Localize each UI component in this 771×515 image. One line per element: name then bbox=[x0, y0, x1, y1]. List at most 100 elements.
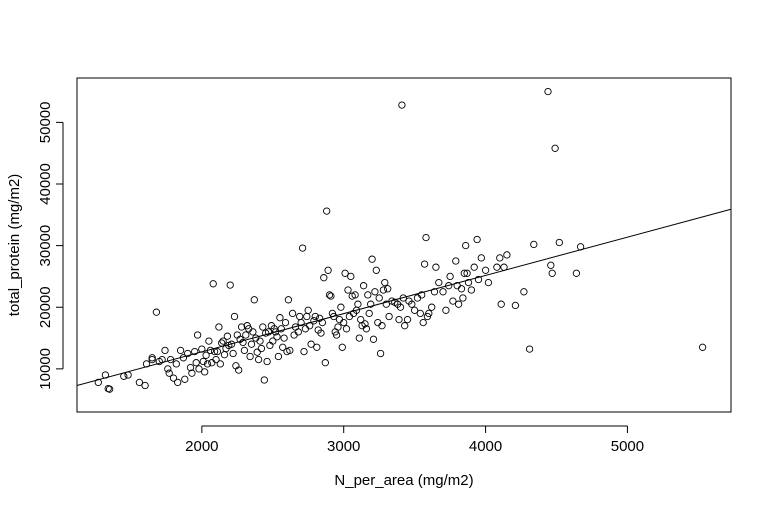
data-point bbox=[317, 329, 325, 337]
data-point bbox=[481, 266, 490, 274]
data-point bbox=[256, 337, 264, 345]
data-point bbox=[382, 300, 390, 308]
data-point bbox=[418, 291, 426, 299]
data-point bbox=[457, 285, 466, 293]
data-point bbox=[301, 325, 310, 333]
data-point bbox=[432, 263, 440, 271]
data-point bbox=[303, 312, 311, 321]
data-point bbox=[369, 335, 378, 343]
plot-frame bbox=[76, 77, 732, 413]
data-point bbox=[235, 366, 243, 374]
data-point bbox=[216, 360, 224, 368]
data-point bbox=[325, 291, 334, 299]
data-point bbox=[174, 378, 182, 387]
data-point bbox=[280, 334, 288, 342]
data-point bbox=[300, 347, 308, 356]
data-point bbox=[551, 144, 559, 152]
data-point bbox=[338, 343, 346, 351]
data-point bbox=[420, 260, 429, 268]
data-point bbox=[202, 351, 210, 359]
data-point bbox=[164, 365, 172, 373]
data-point bbox=[260, 376, 268, 384]
data-point bbox=[212, 355, 220, 364]
data-point bbox=[449, 297, 457, 305]
data-point bbox=[403, 315, 412, 324]
data-point bbox=[230, 312, 239, 321]
data-point bbox=[148, 354, 156, 362]
data-point bbox=[288, 309, 297, 318]
data-point bbox=[209, 280, 217, 288]
y-tick-label: 20000 bbox=[37, 286, 54, 328]
regression-line bbox=[76, 208, 732, 386]
data-point bbox=[271, 328, 280, 336]
data-point bbox=[378, 322, 386, 330]
data-point bbox=[281, 318, 290, 327]
data-point bbox=[290, 331, 298, 339]
data-point bbox=[229, 349, 237, 358]
data-point bbox=[269, 337, 277, 345]
data-point bbox=[337, 303, 345, 311]
data-point bbox=[219, 337, 227, 345]
data-point bbox=[250, 296, 258, 304]
data-point bbox=[94, 378, 102, 387]
data-point bbox=[304, 306, 312, 314]
data-point bbox=[208, 359, 216, 367]
data-point bbox=[398, 101, 406, 109]
data-point bbox=[459, 294, 467, 302]
data-point bbox=[439, 288, 447, 296]
data-point bbox=[141, 381, 149, 390]
data-point bbox=[297, 318, 305, 327]
data-point bbox=[340, 318, 348, 327]
data-point bbox=[496, 254, 504, 262]
data-point bbox=[497, 300, 505, 308]
data-point bbox=[355, 334, 363, 342]
data-point bbox=[237, 323, 246, 331]
data-point bbox=[296, 312, 304, 321]
data-point bbox=[186, 363, 195, 372]
data-point bbox=[298, 244, 307, 252]
data-point bbox=[273, 333, 281, 341]
data-point bbox=[181, 375, 189, 383]
data-point bbox=[372, 266, 380, 274]
data-point bbox=[152, 308, 161, 316]
data-point bbox=[345, 312, 354, 321]
data-point bbox=[698, 343, 707, 351]
data-point bbox=[220, 351, 229, 359]
data-point bbox=[191, 347, 199, 356]
data-point bbox=[195, 365, 203, 373]
data-point bbox=[473, 235, 481, 244]
data-point bbox=[311, 312, 319, 321]
data-point bbox=[327, 292, 335, 300]
data-point bbox=[294, 328, 302, 336]
data-point bbox=[274, 352, 283, 361]
data-point bbox=[330, 312, 338, 321]
data-point bbox=[572, 269, 581, 277]
data-point bbox=[148, 355, 156, 364]
x-tick-label: 2000 bbox=[185, 438, 218, 455]
data-point bbox=[193, 331, 202, 339]
data-point bbox=[161, 346, 169, 355]
data-point bbox=[323, 207, 331, 215]
data-point bbox=[462, 241, 470, 250]
data-point bbox=[254, 355, 263, 364]
data-point bbox=[324, 266, 332, 274]
data-point bbox=[344, 286, 352, 294]
data-point bbox=[454, 300, 463, 308]
data-point bbox=[242, 331, 250, 339]
data-point bbox=[203, 360, 212, 368]
data-point bbox=[477, 254, 485, 262]
data-point bbox=[416, 309, 424, 318]
data-point bbox=[381, 278, 389, 287]
data-point bbox=[442, 306, 450, 314]
data-point bbox=[428, 303, 436, 311]
data-point bbox=[259, 323, 267, 331]
y-tick-label: 10000 bbox=[37, 348, 54, 390]
x-axis: 2000 3000 4000 5000 bbox=[185, 425, 644, 455]
data-point bbox=[520, 288, 528, 296]
data-point bbox=[384, 285, 392, 293]
y-axis-label: total_protein (mg/m2) bbox=[6, 174, 23, 317]
data-point bbox=[240, 346, 249, 355]
data-point bbox=[555, 238, 563, 247]
data-point bbox=[484, 278, 493, 287]
